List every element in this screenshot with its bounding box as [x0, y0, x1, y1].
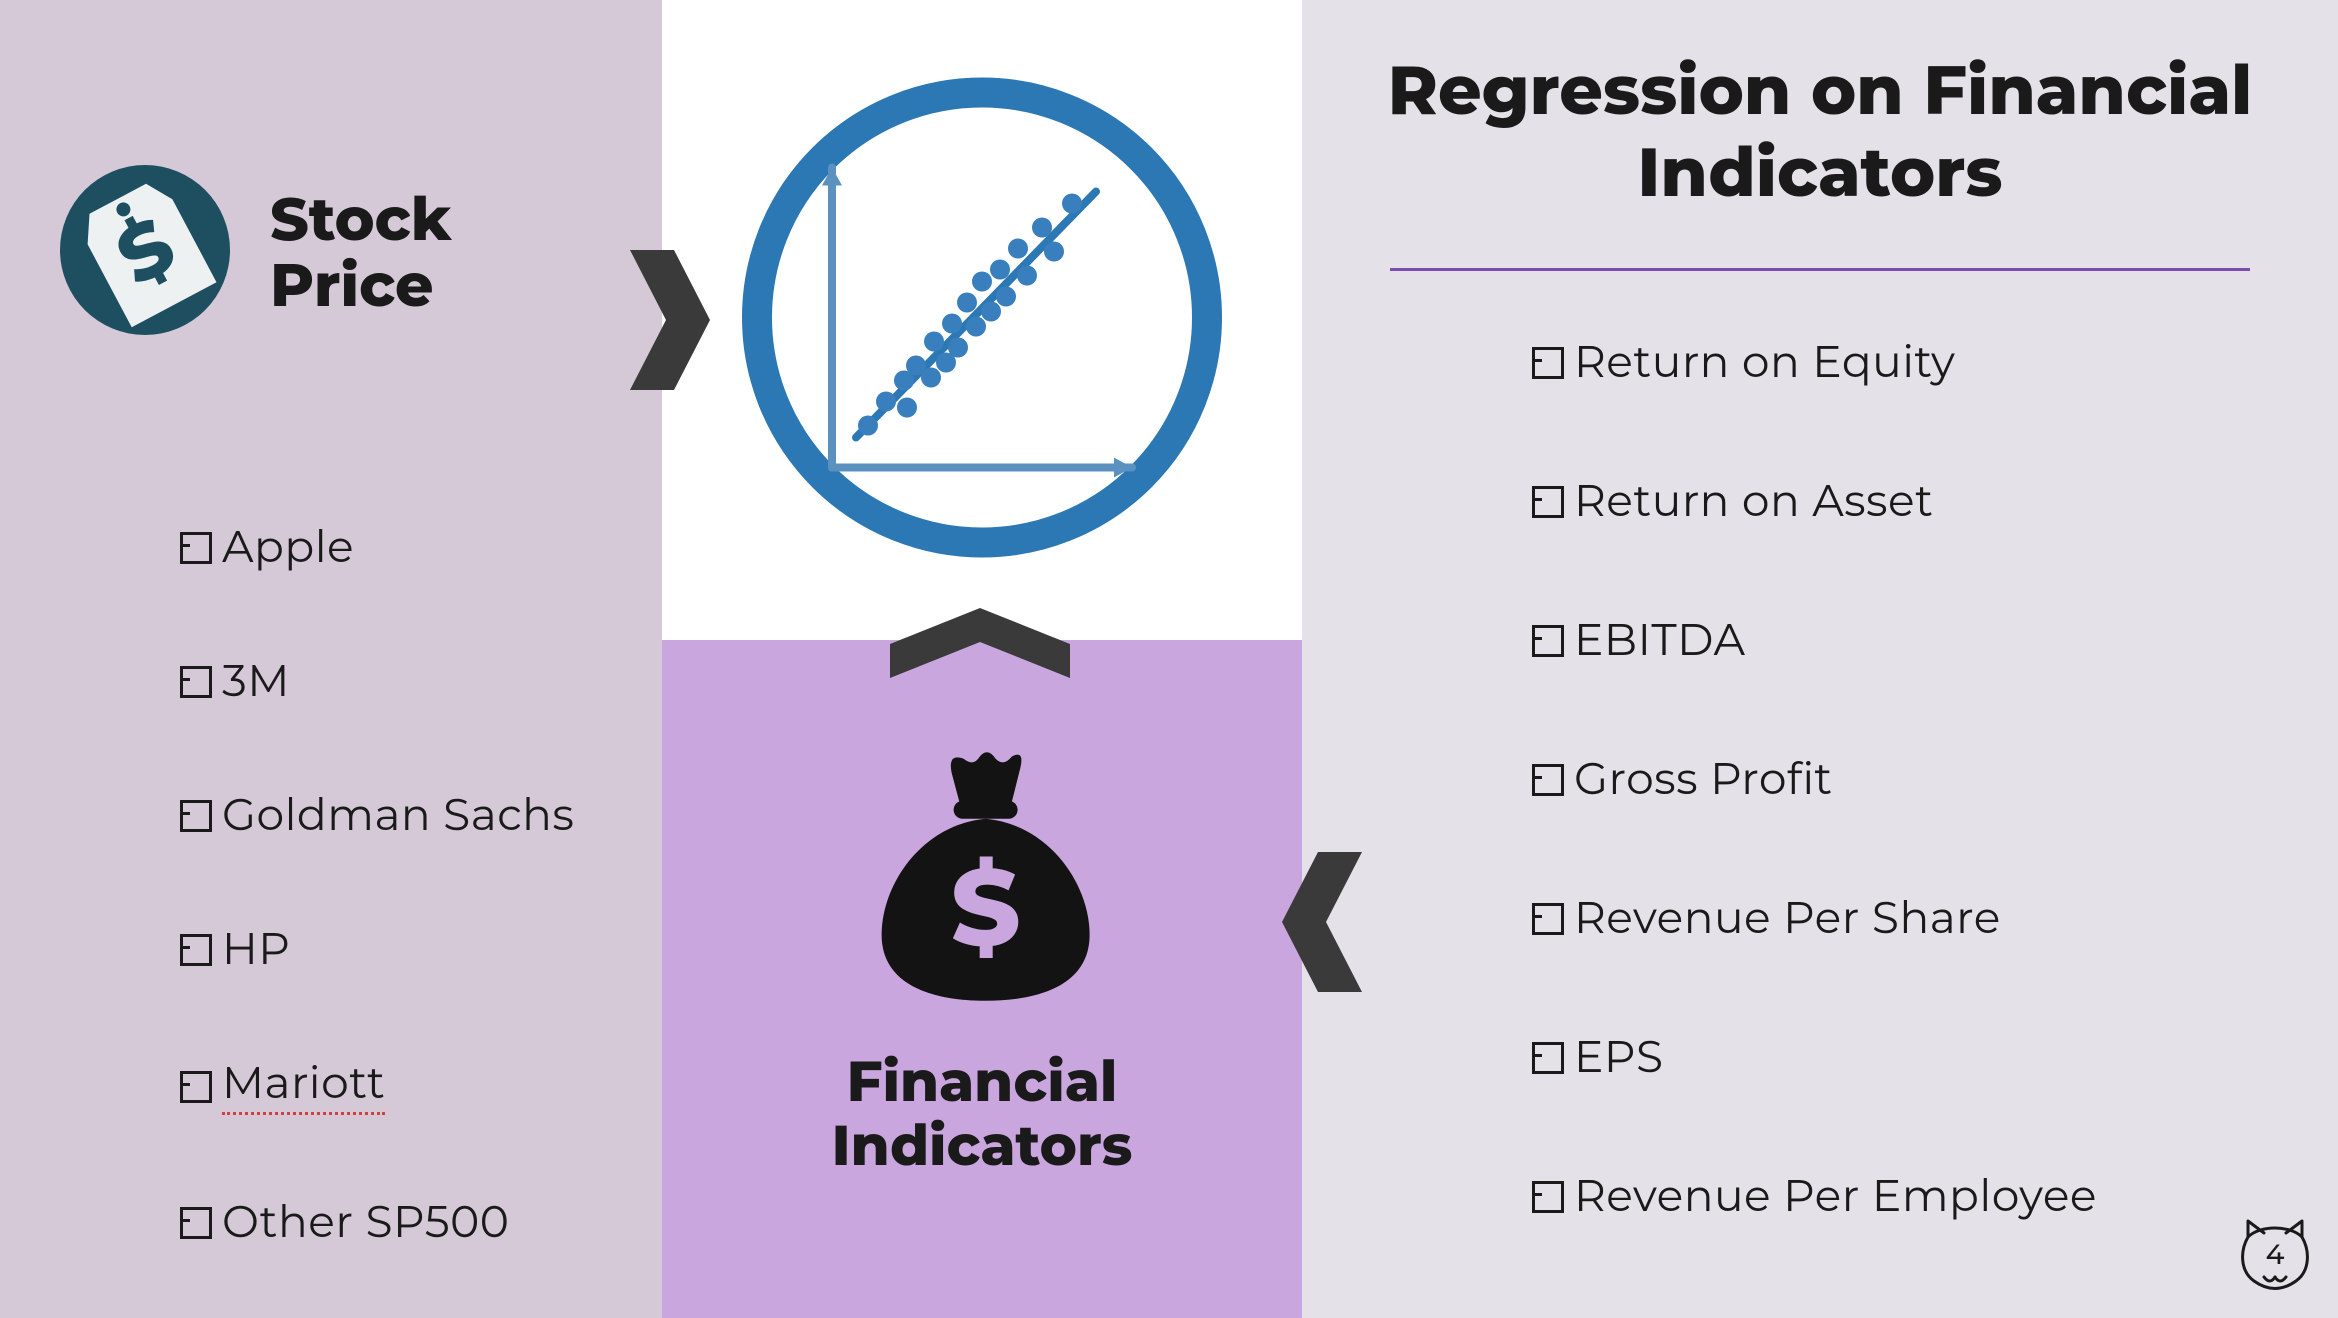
list-item-label: EBITDA [1574, 613, 1746, 667]
list-item-label: Return on Asset [1574, 474, 1933, 528]
checkbox-icon [180, 532, 210, 562]
list-item: 3M [180, 654, 574, 708]
checkbox-icon [180, 1071, 210, 1101]
list-item: Gross Profit [1532, 752, 2097, 806]
checkbox-icon [1532, 903, 1562, 933]
scatter-regression-icon [742, 78, 1222, 563]
list-item: Revenue Per Employee [1532, 1169, 2097, 1223]
cat-page-number-icon: 4 [2236, 1215, 2314, 1298]
indicator-list: Return on Equity Return on Asset EBITDA Gro… [1532, 335, 2097, 1223]
title-divider [1390, 268, 2250, 271]
list-item-label: Gross Profit [1574, 752, 1833, 806]
stock-price-title: Stock Price [270, 187, 451, 319]
financial-indicators-title: Financial Indicators [832, 1050, 1133, 1179]
checkbox-icon [1532, 347, 1562, 377]
price-tag-icon: $ [60, 165, 230, 340]
list-item: Other SP500 [180, 1195, 574, 1249]
chevron-left-icon [1282, 852, 1362, 997]
checkbox-icon [1532, 764, 1562, 794]
mid-top-panel [662, 0, 1302, 640]
list-item: Return on Equity [1532, 335, 2097, 389]
checkbox-icon [180, 800, 210, 830]
list-item: EBITDA [1532, 613, 2097, 667]
list-item-label: Mariott [222, 1056, 385, 1115]
mid-bot-panel: $ Financial Indicators [662, 640, 1302, 1318]
list-item-label: Goldman Sachs [222, 788, 574, 842]
stock-price-header: $ Stock Price [60, 165, 451, 340]
list-item: Goldman Sachs [180, 788, 574, 842]
svg-text:$: $ [951, 841, 1021, 973]
list-item-label: Apple [222, 520, 354, 574]
right-panel: Regression on Financial Indicators Retur… [1302, 0, 2338, 1318]
checkbox-icon [1532, 1042, 1562, 1072]
checkbox-icon [1532, 486, 1562, 516]
list-item-label: 3M [222, 654, 290, 708]
list-item: EPS [1532, 1030, 2097, 1084]
stock-list: Apple 3M Goldman Sachs HP Mariott Other SP500 [180, 520, 574, 1249]
checkbox-icon [1532, 625, 1562, 655]
chevron-up-icon [890, 608, 1070, 683]
checkbox-icon [1532, 1181, 1562, 1211]
checkbox-icon [180, 934, 210, 964]
list-item-label: Revenue Per Employee [1574, 1169, 2097, 1223]
list-item: Apple [180, 520, 574, 574]
list-item: HP [180, 922, 574, 976]
list-item: Return on Asset [1532, 474, 2097, 528]
list-item-label: Return on Equity [1574, 335, 1955, 389]
left-panel: $ Stock Price Apple 3M Goldman Sachs HP Mari… [0, 0, 662, 1318]
slide-title: Regression on Financial Indicators [1340, 50, 2300, 213]
money-bag-icon: $ [852, 991, 1112, 1010]
list-item: Mariott [180, 1056, 574, 1115]
page-number-text: 4 [2266, 1238, 2285, 1272]
checkbox-icon [180, 1207, 210, 1237]
list-item-label: Revenue Per Share [1574, 891, 2001, 945]
list-item-label: Other SP500 [222, 1195, 509, 1249]
list-item-label: EPS [1574, 1030, 1664, 1084]
chevron-right-icon [630, 250, 710, 395]
checkbox-icon [180, 666, 210, 696]
list-item-label: HP [222, 922, 290, 976]
list-item: Revenue Per Share [1532, 891, 2097, 945]
